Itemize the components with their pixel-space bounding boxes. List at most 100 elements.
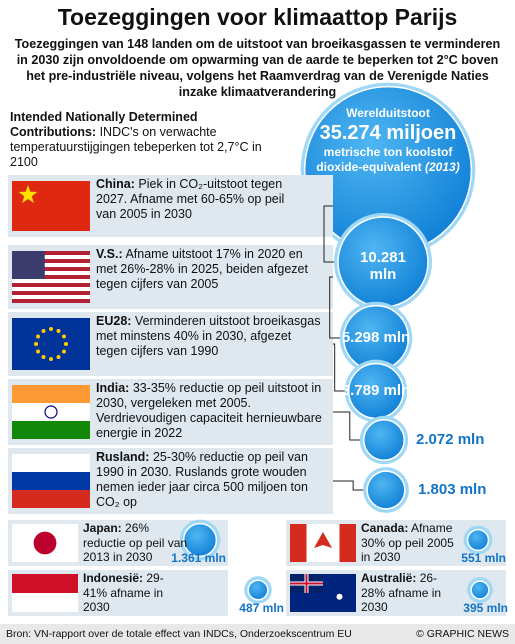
value-label: 10.281 mln xyxy=(360,249,406,283)
flag-part xyxy=(305,574,308,593)
flag-star xyxy=(34,342,38,346)
flag-part xyxy=(12,421,90,439)
country-name: Indonesië: xyxy=(83,571,144,585)
flag-star xyxy=(64,342,68,346)
world-unit: metrische ton koolstof dioxide-equivalen… xyxy=(316,145,460,174)
flag-part xyxy=(12,472,90,490)
world-block: Wereld­uitstoot 35.274 miljoen metrische t… xyxy=(278,106,498,175)
flag-wheel xyxy=(44,405,58,419)
country-desc: Afname 30% op peil 2005 in 2030 xyxy=(361,521,454,564)
country-desc: 33-35% reductie op peil uitstoot in 2030… xyxy=(96,381,322,440)
credit: © GRAPHIC NEWS xyxy=(416,628,509,640)
flag-part xyxy=(339,524,356,562)
country-name: Japan: xyxy=(83,521,122,535)
flag-part xyxy=(12,403,90,421)
flag-part xyxy=(12,263,90,267)
flag-star xyxy=(49,327,53,331)
footer: Bron: VN-rapport over de totale effect v… xyxy=(0,624,515,644)
country-text: Canada: Afname 30% op peil 2005 in 2030 xyxy=(361,521,461,565)
subtitle: Toezeggingen van 148 landen om de uitsto… xyxy=(14,37,501,99)
world-value: 35.274 miljoen xyxy=(319,122,457,144)
bubble xyxy=(182,522,218,558)
country-text: Indonesië: 29-41% afname in 2030 xyxy=(83,571,183,615)
flag-sun xyxy=(33,531,57,555)
flag-part xyxy=(12,291,90,295)
country-name: Canada: xyxy=(361,521,409,535)
country-desc: 29-41% afname in 2030 xyxy=(83,571,164,614)
value-label: 487 mln xyxy=(239,601,284,615)
country-name: Australië: xyxy=(361,571,417,585)
source: Bron: VN-rapport over de totale effect v… xyxy=(6,628,352,640)
value-label: 551 mln xyxy=(461,551,506,565)
country-desc: Piek in CO₂-uitstoot tegen 2027. Afname … xyxy=(96,177,285,221)
intro: Intended Nationally Determined Contribut… xyxy=(10,110,265,170)
flag-part xyxy=(12,251,45,279)
world-label: Wereld­uitstoot xyxy=(346,106,430,120)
flag-part xyxy=(12,279,90,283)
flag-part xyxy=(12,283,90,287)
flag-part xyxy=(12,255,90,259)
country-text: India: 33-35% reductie op peil uitstoot … xyxy=(96,381,324,441)
country-name: Rusland: xyxy=(96,450,150,464)
flag-part xyxy=(12,267,90,271)
value-label: 5.298 mln xyxy=(341,329,411,346)
flag-part xyxy=(12,318,90,370)
country-desc: 25-30% reductie op peil van 1990 in 2030… xyxy=(96,450,308,509)
connector xyxy=(329,276,344,339)
flag-leaf xyxy=(314,532,332,548)
flag-part xyxy=(12,287,90,291)
intro-text: INDC's on verwachte temperatuurstijginge… xyxy=(10,125,262,169)
connector xyxy=(333,343,349,392)
flag-part xyxy=(12,490,90,508)
bubble xyxy=(466,528,490,552)
country-text: Japan: 26% reductie op peil van 2013 in … xyxy=(83,521,188,565)
value-label: 395 mln xyxy=(463,601,508,615)
value-label: 1.361 mln xyxy=(171,551,226,565)
flag-part xyxy=(12,181,90,231)
country-name: China: xyxy=(96,177,135,191)
flag-part xyxy=(12,593,78,612)
flag-star xyxy=(61,334,66,339)
flag-part xyxy=(12,271,90,275)
flag-part xyxy=(12,385,90,403)
bubble xyxy=(470,580,490,600)
country-text: Rusland: 25-30% reductie op peil van 199… xyxy=(96,450,324,510)
flag-part xyxy=(12,299,90,303)
value-label: 2.072 mln xyxy=(416,431,485,448)
value-label: 3.789 mln xyxy=(341,382,411,399)
bubble xyxy=(363,419,405,461)
flag-part xyxy=(12,259,90,263)
flag-star xyxy=(41,354,46,359)
country-text: China: Piek in CO₂-uitstoot tegen 2027. … xyxy=(96,177,296,222)
country-desc: Verminderen uitstoot broeikasgas met min… xyxy=(96,314,321,358)
connector xyxy=(333,411,364,441)
flag-star xyxy=(36,334,41,339)
flag-star xyxy=(49,357,53,361)
country-text: Australië: 26-28% afname in 2030 xyxy=(361,571,461,615)
bubble xyxy=(366,470,406,510)
flag-star xyxy=(18,185,38,204)
connector xyxy=(323,205,338,263)
title: Toezeggingen voor klimaattop Parijs xyxy=(57,4,458,30)
world-year: (2013) xyxy=(425,160,460,174)
country-desc: 26-28% afname in 2030 xyxy=(361,571,442,614)
flag-part xyxy=(12,275,90,279)
country-desc: Afname uitstoot 17% in 2020 en met 26%-2… xyxy=(96,247,308,291)
country-desc: 26% reductie op peil van 2013 in 2030 xyxy=(83,521,188,564)
flag-star xyxy=(336,593,343,600)
flag-part xyxy=(12,454,90,472)
flag-part xyxy=(290,524,307,562)
connector xyxy=(333,480,368,491)
flag-part xyxy=(12,251,90,255)
flag-star xyxy=(56,329,61,334)
intro-term: Intended Nationally Determined Contribut… xyxy=(10,110,198,139)
country-name: V.S.: xyxy=(96,247,123,261)
flag-star xyxy=(41,329,46,334)
flag-star xyxy=(61,349,66,354)
value-label: 1.803 mln xyxy=(418,481,487,498)
flag-star xyxy=(56,354,61,359)
flag-star xyxy=(36,349,41,354)
flag-part xyxy=(12,574,78,593)
